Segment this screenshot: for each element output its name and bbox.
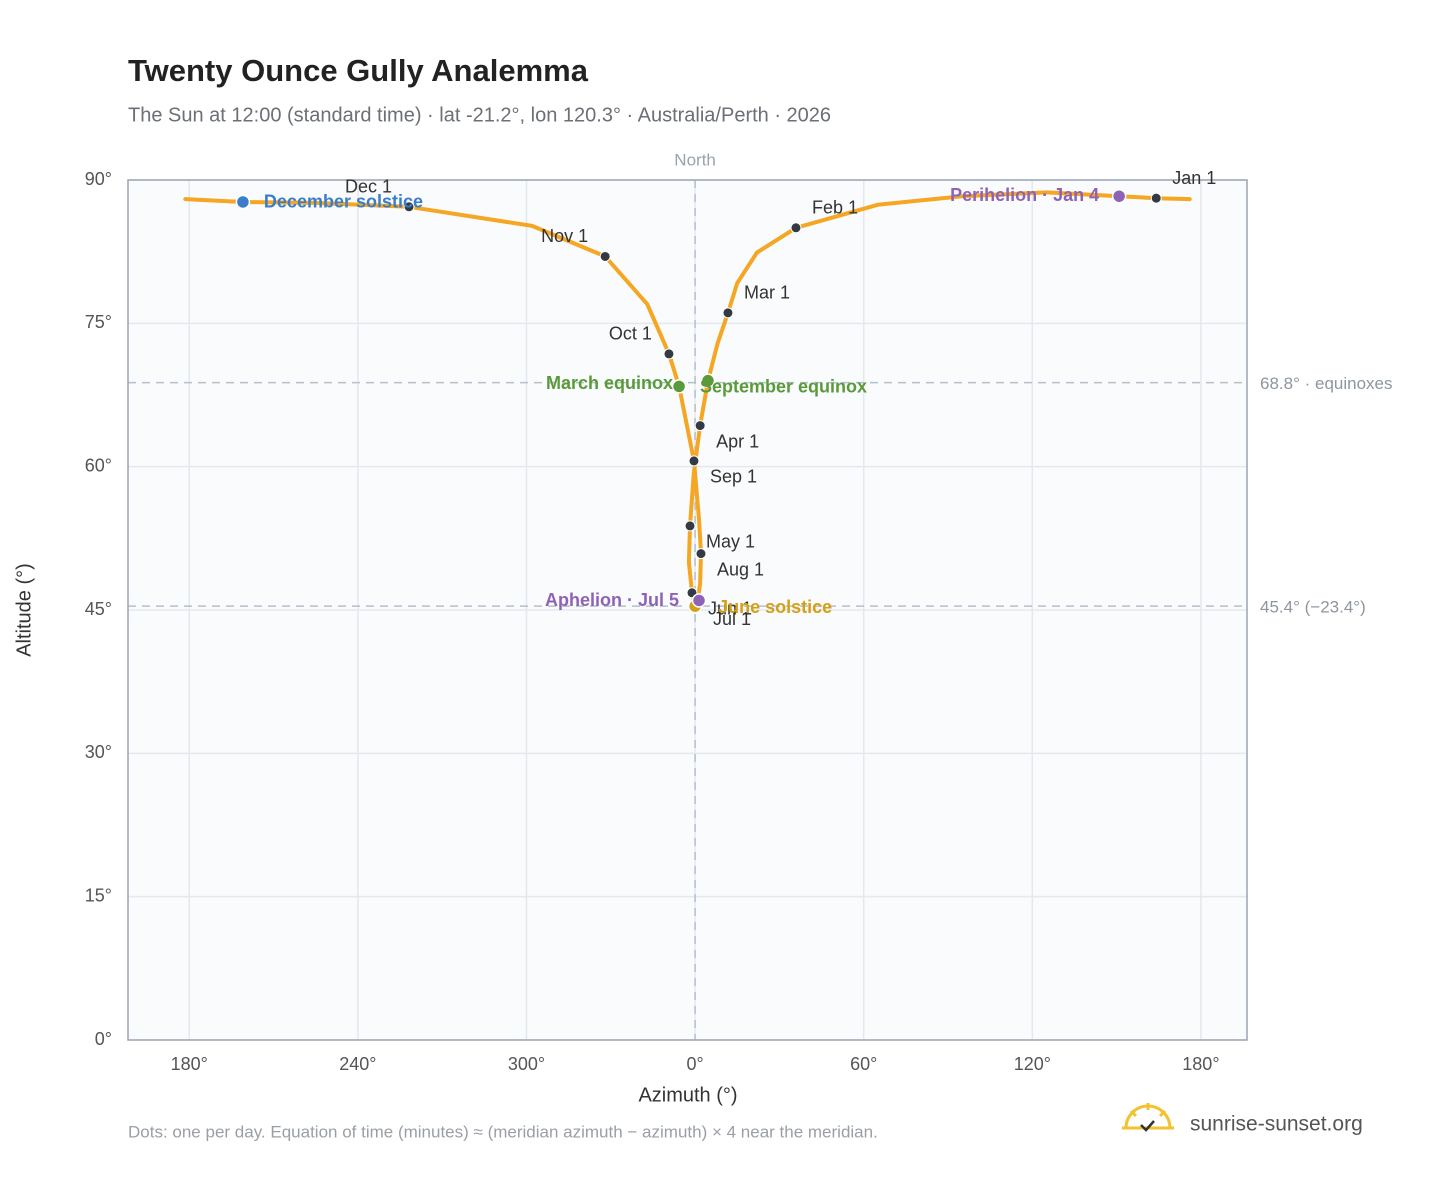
brand-logo [1122, 1103, 1174, 1132]
month-marker [663, 348, 675, 360]
month-label: Oct 1 [609, 324, 652, 344]
event-marker [700, 373, 716, 388]
x-tick-label: 60° [850, 1054, 877, 1074]
month-label: Feb 1 [812, 198, 858, 218]
reference-label: 45.4° (−23.4°) [1260, 598, 1366, 617]
y-tick-label: 75° [85, 312, 112, 332]
x-tick-label: 180° [1182, 1054, 1219, 1074]
brand-name: sunrise-sunset.org [1190, 1113, 1363, 1136]
event-label: March equinox [546, 373, 673, 393]
month-marker [403, 201, 415, 213]
y-tick-label: 60° [85, 455, 112, 475]
meridian-label: North [674, 150, 716, 169]
month-label: Aug 1 [717, 559, 764, 579]
month-label: Jul 1 [713, 609, 751, 629]
month-marker [684, 520, 696, 532]
footnote: Dots: one per day. Equation of time (min… [128, 1122, 878, 1141]
month-label: Mar 1 [744, 283, 790, 303]
x-axis-title: Azimuth (°) [638, 1084, 737, 1106]
x-tick-label: 240° [339, 1054, 376, 1074]
x-tick-label: 300° [508, 1054, 545, 1074]
event-marker [235, 194, 251, 210]
month-marker [688, 455, 700, 467]
event-marker [691, 593, 707, 608]
month-marker [695, 548, 707, 560]
analemma-path [183, 190, 1192, 609]
plot-border [127, 179, 1248, 1041]
y-tick-label: 15° [85, 885, 112, 905]
event-label: September equinox [700, 376, 867, 396]
month-label: Dec 1 [345, 177, 392, 197]
month-label: Sep 1 [710, 467, 757, 487]
event-label: June solstice [718, 597, 832, 617]
y-tick-label: 90° [85, 169, 112, 189]
y-tick-label: 0° [95, 1029, 112, 1049]
month-label: May 1 [706, 532, 755, 552]
month-label: Nov 1 [541, 226, 588, 246]
month-label: Jun 1 [708, 599, 752, 619]
reference-label: 68.8° · equinoxes [1260, 374, 1393, 393]
month-marker [790, 222, 802, 234]
x-tick-label: 0° [686, 1054, 703, 1074]
month-marker [722, 307, 734, 319]
month-label: Jan 1 [1172, 168, 1216, 188]
event-label: December solstice [264, 192, 423, 212]
y-axis-title: Altitude (°) [13, 563, 35, 657]
month-marker [694, 420, 706, 432]
chart-subtitle: The Sun at 12:00 (standard time) · lat -… [128, 104, 831, 126]
event-label: Aphelion · Jul 5 [545, 590, 679, 610]
month-marker [599, 250, 611, 262]
event-marker [1111, 188, 1127, 204]
x-tick-label: 120° [1014, 1054, 1051, 1074]
chart-title: Twenty Ounce Gully Analemma [128, 53, 589, 88]
y-tick-label: 45° [85, 599, 112, 619]
month-marker [1150, 192, 1162, 204]
month-label: Apr 1 [716, 431, 759, 451]
y-tick-label: 30° [85, 742, 112, 762]
event-marker [671, 379, 687, 394]
event-label: Perihelion · Jan 4 [950, 185, 1099, 205]
x-tick-label: 180° [171, 1054, 208, 1074]
